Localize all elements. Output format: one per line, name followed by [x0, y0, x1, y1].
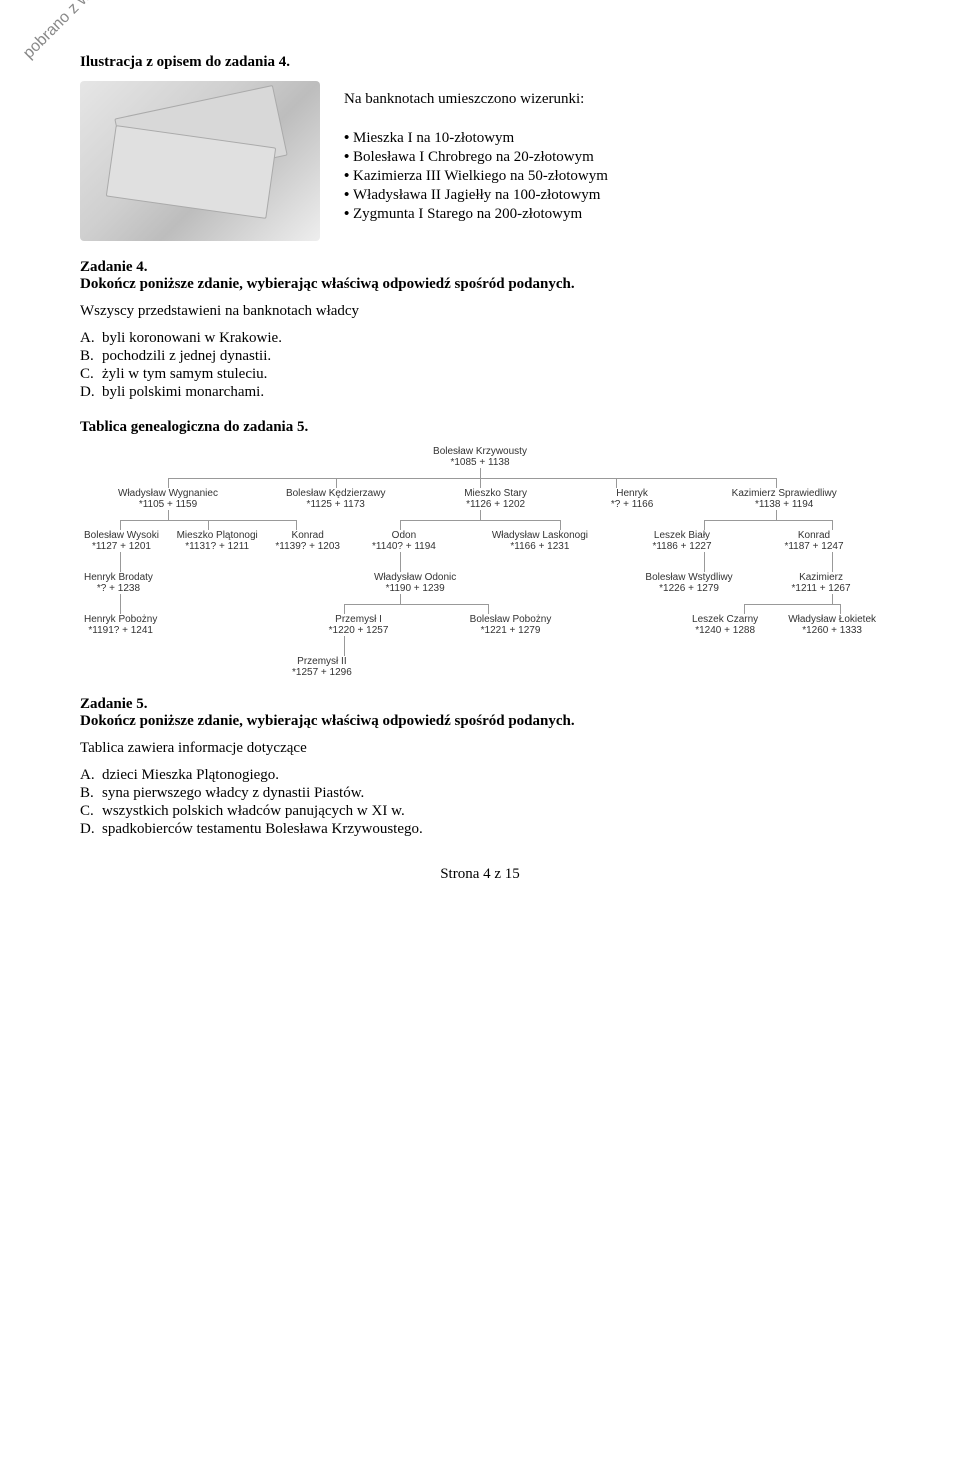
banknote-intro: Na banknotach umieszczono wizerunki:: [344, 91, 608, 108]
list-item: Mieszka I na 10-złotowym: [344, 130, 608, 147]
tree-node: Władysław Wygnaniec*1105 + 1159: [90, 488, 246, 510]
tree-node: Władysław Odonic*1190 + 1239: [370, 572, 460, 594]
task4-options: A.byli koronowani w Krakowie. B.pochodzi…: [80, 330, 880, 401]
tree-node: Henryk Brodaty*? + 1238: [80, 572, 157, 594]
option-d[interactable]: D.spadkobierców testamentu Bolesława Krz…: [80, 821, 880, 838]
tree-node: Bolesław Wstydliwy*1226 + 1279: [641, 572, 736, 594]
option-d[interactable]: D.byli polskimi monarchami.: [80, 384, 880, 401]
tree-node: Henryk Pobożny*1191? + 1241: [80, 614, 161, 636]
tree-node: Konrad*1187 + 1247: [780, 530, 847, 552]
tree-node: Bolesław Wysoki*1127 + 1201: [80, 530, 163, 552]
banknote-text: Na banknotach umieszczono wizerunki: Mie…: [344, 81, 608, 241]
option-c[interactable]: C.żyli w tym samym stuleciu.: [80, 366, 880, 383]
tree-node: Władysław Łokietek*1260 + 1333: [784, 614, 880, 636]
page-footer: Strona 4 z 15: [80, 866, 880, 883]
tree-node: Przemysł II*1257 + 1296: [288, 656, 356, 678]
task5-stem: Tablica zawiera informacje dotyczące: [80, 740, 880, 757]
banknote-block: Na banknotach umieszczono wizerunki: Mie…: [80, 81, 880, 241]
tree-node: Władysław Laskonogi*1166 + 1231: [488, 530, 592, 552]
tree-node: Kazimierz Sprawiedliwy*1138 + 1194: [698, 488, 870, 510]
genealogy-tree: Bolesław Krzywousty*1085 + 1138 Władysła…: [80, 446, 880, 678]
tree-node: Kazimierz*1211 + 1267: [788, 572, 855, 594]
tree-node: Bolesław Krzywousty*1085 + 1138: [429, 446, 531, 468]
tree-node: Odon*1140? + 1194: [368, 530, 440, 552]
list-item: Kazimierza III Wielkiego na 50-złotowym: [344, 168, 608, 185]
banknote-list: Mieszka I na 10-złotowym Bolesława I Chr…: [344, 130, 608, 223]
tree-node: Henryk*? + 1166: [578, 488, 687, 510]
tree-heading: Tablica genealogiczna do zadania 5.: [80, 419, 880, 436]
option-b[interactable]: B.syna pierwszego władcy z dynastii Pias…: [80, 785, 880, 802]
tree-node: Mieszko Stary*1126 + 1202: [425, 488, 565, 510]
tree-node: Mieszko Plątonogi*1131? + 1211: [173, 530, 262, 552]
tree-node: Leszek Biały*1186 + 1227: [648, 530, 715, 552]
option-a[interactable]: A.dzieci Mieszka Plątonogiego.: [80, 767, 880, 784]
task4-stem: Wszyscy przedstawieni na banknotach wład…: [80, 303, 880, 320]
list-item: Władysława II Jagiełły na 100-złotowym: [344, 187, 608, 204]
task5-title: Zadanie 5.: [80, 696, 880, 713]
option-c[interactable]: C.wszystkich polskich władców panujących…: [80, 803, 880, 820]
task5-options: A.dzieci Mieszka Plątonogiego. B.syna pi…: [80, 767, 880, 838]
task4-instruction: Dokończ poniższe zdanie, wybierając właś…: [80, 276, 880, 293]
option-a[interactable]: A.byli koronowani w Krakowie.: [80, 330, 880, 347]
tree-node: Bolesław Pobożny*1221 + 1279: [466, 614, 556, 636]
banknote-image: [80, 81, 320, 241]
task5-instruction: Dokończ poniższe zdanie, wybierając właś…: [80, 713, 880, 730]
tree-node: Przemysł I*1220 + 1257: [325, 614, 393, 636]
tree-node: Bolesław Kędzierzawy*1125 + 1173: [258, 488, 414, 510]
list-item: Bolesława I Chrobrego na 20-złotowym: [344, 149, 608, 166]
illustration-heading: Ilustracja z opisem do zadania 4.: [80, 54, 880, 71]
tree-node: Konrad*1139? + 1203: [271, 530, 344, 552]
tree-node: Leszek Czarny*1240 + 1288: [688, 614, 762, 636]
option-b[interactable]: B.pochodzili z jednej dynastii.: [80, 348, 880, 365]
task4-title: Zadanie 4.: [80, 259, 880, 276]
list-item: Zygmunta I Starego na 200-złotowym: [344, 206, 608, 223]
